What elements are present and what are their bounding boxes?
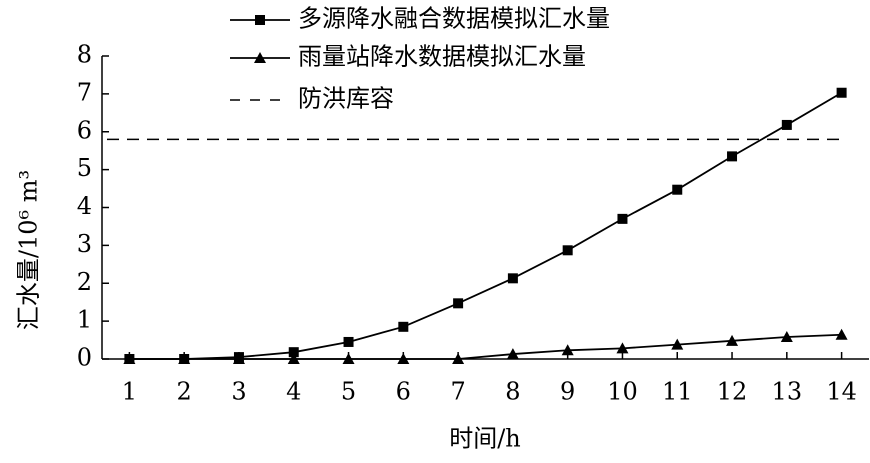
- marker-triangle: [835, 328, 848, 340]
- series-line: [129, 91, 843, 360]
- marker-square: [398, 321, 409, 332]
- marker-triangle: [397, 353, 410, 364]
- marker-triangle: [561, 344, 574, 356]
- x-tick-label: 13: [772, 378, 803, 406]
- marker-square: [453, 298, 464, 309]
- marker-triangle: [780, 331, 793, 343]
- x-tick-label: 3: [231, 378, 246, 406]
- marker-square: [781, 119, 792, 130]
- marker-triangle: [287, 353, 300, 364]
- y-tick-label: 1: [77, 306, 92, 334]
- marker-triangle: [671, 338, 684, 350]
- x-tick-label: 7: [450, 378, 465, 406]
- series-line: [129, 333, 842, 360]
- marker-triangle: [123, 353, 136, 364]
- legend-label: 雨量站降水数据模拟汇水量: [298, 43, 586, 71]
- y-tick-label: 4: [77, 192, 92, 220]
- x-tick-label: 6: [396, 378, 411, 406]
- x-tick-label: 9: [560, 378, 575, 406]
- marker-square: [288, 347, 299, 358]
- marker-square: [836, 87, 847, 98]
- y-tick-label: 2: [77, 268, 92, 296]
- x-tick-label: 10: [607, 378, 638, 406]
- marker-triangle: [342, 353, 355, 364]
- marker-triangle: [726, 334, 739, 346]
- marker-triangle: [254, 52, 266, 63]
- y-axis-label: 汇水量/10⁶ m³: [15, 170, 43, 330]
- y-tick-label: 7: [77, 78, 92, 106]
- marker-triangle: [616, 342, 629, 354]
- marker-square: [255, 15, 265, 25]
- marker-square: [562, 245, 573, 256]
- marker-square: [617, 213, 628, 224]
- y-tick-label: 5: [77, 154, 92, 182]
- marker-square: [727, 151, 738, 162]
- x-tick-label: 11: [662, 378, 693, 406]
- x-tick-label: 5: [341, 378, 356, 406]
- legend-label: 防洪库容: [298, 85, 394, 113]
- x-axis-label: 时间/h: [449, 425, 521, 453]
- marker-square: [507, 273, 518, 284]
- marker-triangle: [506, 348, 519, 360]
- x-tick-label: 1: [122, 378, 137, 406]
- marker-triangle: [178, 353, 191, 364]
- y-tick-label: 0: [77, 344, 92, 372]
- legend-label: 多源降水融合数据模拟汇水量: [298, 5, 610, 33]
- marker-square: [672, 184, 683, 195]
- y-tick-label: 3: [77, 230, 92, 258]
- x-tick-label: 12: [717, 378, 748, 406]
- marker-triangle: [452, 353, 465, 364]
- y-tick-label: 8: [77, 41, 92, 69]
- x-tick-label: 4: [286, 378, 301, 406]
- marker-square: [343, 336, 354, 347]
- marker-triangle: [232, 353, 245, 364]
- x-tick-label: 14: [826, 378, 857, 406]
- y-tick-label: 6: [77, 116, 92, 144]
- x-tick-label: 8: [505, 378, 520, 406]
- x-tick-label: 2: [177, 378, 192, 406]
